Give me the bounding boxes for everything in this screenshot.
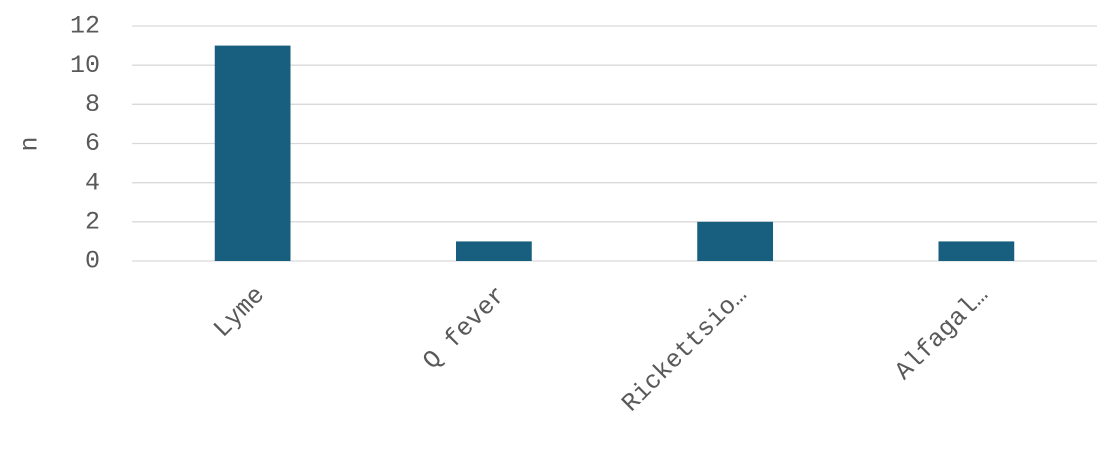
- bar: [214, 45, 291, 262]
- y-tick-label: 4: [85, 168, 100, 197]
- bar: [455, 241, 532, 261]
- y-tick-label: 0: [85, 247, 100, 276]
- y-tick-label: 10: [70, 51, 100, 80]
- x-tick-label: Rickettsio…: [616, 281, 753, 418]
- x-tick-label: Lyme: [208, 281, 271, 344]
- y-axis-label: n: [16, 136, 45, 151]
- y-tick-label: 2: [85, 207, 100, 236]
- bar: [938, 241, 1015, 261]
- x-tick-label: Alfagal…: [889, 281, 994, 386]
- bar: [697, 221, 774, 261]
- y-tick-label: 12: [70, 12, 100, 41]
- y-tick-label: 8: [85, 90, 100, 119]
- y-tick-label: 6: [85, 129, 100, 158]
- x-tick-label: Q fever: [417, 281, 512, 376]
